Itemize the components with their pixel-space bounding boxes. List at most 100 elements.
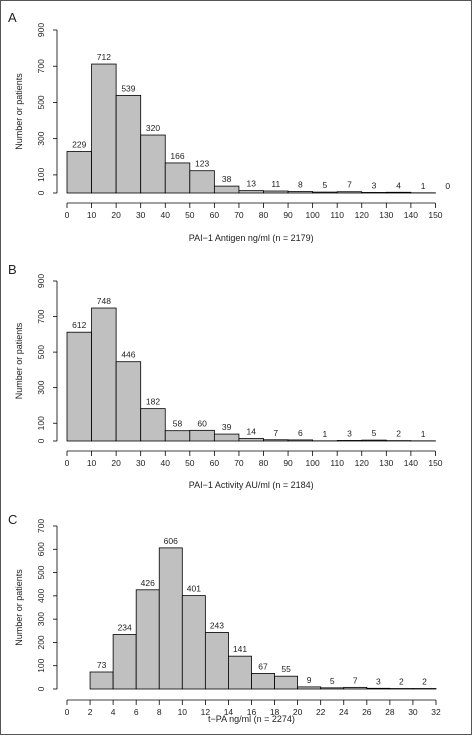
- bar-value-label: 166: [170, 151, 184, 161]
- bar-value-label: 6: [298, 428, 303, 438]
- x-tick-label: 12: [201, 707, 211, 717]
- histogram-bar: [66, 331, 92, 442]
- x-tick-label: 24: [339, 707, 349, 717]
- x-axis-title: t−PA ng/ml (n = 2274): [208, 714, 295, 724]
- bar-value-label: 73: [97, 660, 107, 670]
- y-axis-title: Number or patients: [14, 569, 24, 646]
- x-tick-label: 0: [65, 458, 70, 468]
- y-tick-label: 200: [36, 635, 46, 649]
- bar-value-label: 1: [323, 429, 328, 439]
- histogram-bar: [140, 408, 166, 442]
- x-tick-label: 30: [136, 458, 146, 468]
- y-axis-title: Number or patients: [14, 322, 24, 399]
- x-tick-label: 140: [404, 458, 418, 468]
- histogram-bar: [66, 151, 92, 194]
- x-axis-title: PAI−1 Activity AU/ml (n = 2184): [189, 480, 314, 490]
- histogram-bar: [263, 439, 289, 442]
- x-tick-label: 70: [234, 210, 244, 220]
- histogram-bar: [89, 671, 114, 690]
- bar-value-label: 229: [72, 140, 86, 150]
- x-tick-label: 100: [306, 210, 320, 220]
- bar-value-label: 0: [445, 181, 450, 191]
- y-tick-label: 700: [36, 309, 46, 323]
- x-tick-label: 20: [111, 210, 121, 220]
- panel-letter: A: [8, 10, 17, 25]
- y-tick-label: 700: [36, 59, 46, 73]
- y-tick-label: 500: [36, 345, 46, 359]
- x-tick-label: 30: [136, 210, 146, 220]
- bar-value-label: 14: [246, 427, 256, 437]
- bar-value-label: 123: [195, 159, 209, 169]
- bar-value-label: 7: [273, 428, 278, 438]
- x-tick-label: 2: [88, 707, 93, 717]
- y-tick-label: 700: [36, 519, 46, 533]
- histogram-bar: [91, 307, 117, 442]
- histogram-bar: [204, 632, 229, 690]
- bar-value-label: 141: [233, 644, 247, 654]
- bar-value-label: 11: [271, 179, 280, 189]
- histogram-bar: [213, 433, 240, 442]
- bar-value-label: 58: [173, 419, 183, 429]
- x-tick-label: 0: [65, 707, 70, 717]
- bar-value-label: 2: [396, 429, 401, 439]
- y-tick-label: 0: [36, 686, 46, 691]
- x-tick-label: 100: [306, 458, 320, 468]
- bar-value-label: 39: [222, 422, 232, 432]
- histogram-bar: [181, 595, 206, 690]
- bar-value-label: 426: [141, 578, 155, 588]
- y-tick-label: 900: [36, 23, 46, 37]
- x-tick-label: 10: [178, 707, 188, 717]
- x-tick-label: 150: [428, 458, 442, 468]
- histogram-bar: [135, 589, 160, 690]
- x-tick-label: 40: [161, 210, 171, 220]
- y-tick-label: 600: [36, 542, 46, 556]
- histogram-bar: [140, 134, 166, 194]
- x-tick-label: 120: [355, 210, 369, 220]
- histogram-bar: [274, 675, 299, 690]
- x-tick-label: 8: [157, 707, 162, 717]
- x-tick-label: 10: [87, 458, 97, 468]
- x-tick-label: 30: [408, 707, 418, 717]
- histogram-bar: [112, 634, 137, 690]
- panel-letter: B: [8, 262, 17, 277]
- bar-value-label: 7: [347, 180, 352, 190]
- bar-value-label: 234: [118, 623, 132, 633]
- histogram-bar: [312, 191, 338, 194]
- x-tick-label: 110: [330, 458, 344, 468]
- bar-value-label: 182: [146, 397, 160, 407]
- bar-value-label: 3: [372, 180, 377, 190]
- histogram-bar: [320, 687, 345, 690]
- x-tick-label: 60: [210, 458, 220, 468]
- x-tick-label: 18: [270, 707, 280, 717]
- bar-value-label: 712: [97, 52, 111, 62]
- histogram-bar: [164, 162, 191, 194]
- y-tick-label: 500: [36, 95, 46, 109]
- x-tick-label: 120: [355, 458, 369, 468]
- histogram-bar: [238, 438, 264, 442]
- histogram-bar: [91, 63, 117, 194]
- y-tick-label: 300: [36, 131, 46, 145]
- bar-value-label: 60: [197, 418, 207, 428]
- histogram-bar: [336, 440, 363, 442]
- histogram-bar: [336, 191, 363, 194]
- bar-value-label: 67: [258, 661, 268, 671]
- x-tick-label: 50: [185, 210, 195, 220]
- histogram-bar: [361, 439, 387, 442]
- x-tick-label: 130: [379, 210, 393, 220]
- x-tick-label: 22: [316, 707, 326, 717]
- bar-value-label: 7: [353, 675, 358, 685]
- histogram-bar: [287, 191, 314, 194]
- histogram-bar: [251, 673, 275, 690]
- x-tick-label: 130: [379, 458, 393, 468]
- x-tick-label: 32: [431, 707, 441, 717]
- x-tick-label: 6: [134, 707, 139, 717]
- histogram-bar: [164, 430, 191, 442]
- histogram-bar: [263, 190, 289, 194]
- x-axis-title: PAI−1 Antigen ng/ml (n = 2179): [189, 233, 314, 243]
- bar-value-label: 1: [421, 181, 426, 191]
- bar-value-label: 4: [396, 180, 401, 190]
